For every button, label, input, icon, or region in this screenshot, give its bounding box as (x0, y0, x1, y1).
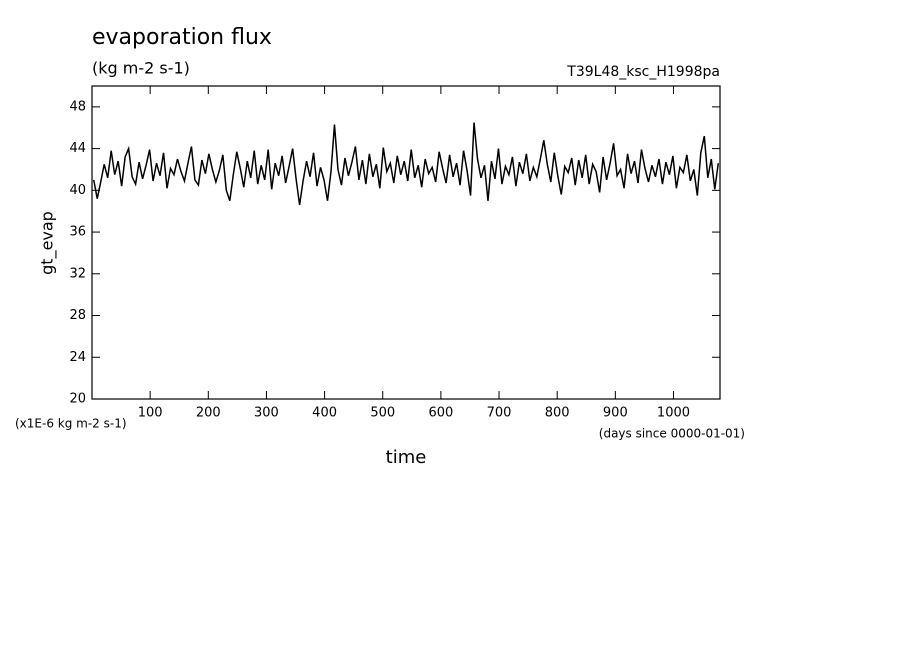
x-tick-label: 900 (603, 406, 628, 421)
x-tick-label: 400 (312, 406, 337, 421)
x-tick-label: 500 (370, 406, 395, 421)
x-tick-label: 100 (138, 406, 163, 421)
y-tick-label: 24 (69, 350, 86, 365)
y-tick-label: 28 (69, 308, 86, 323)
plot-frame (91, 85, 721, 400)
x-tick-label: 1000 (657, 406, 690, 421)
x-unit-note: (days since 0000-01-01) (599, 427, 745, 441)
y-tick-label: 20 (69, 392, 86, 407)
x-tick-label: 700 (487, 406, 512, 421)
y-tick-label: 32 (69, 266, 86, 281)
x-tick-label: 800 (545, 406, 570, 421)
chart-title: evaporation flux (92, 25, 272, 50)
y-unit-note: (x1E-6 kg m-2 s-1) (15, 417, 127, 431)
y-tick-label: 40 (69, 183, 86, 198)
y-axis-label: gt_evap (38, 211, 58, 275)
y-tick-label: 36 (69, 225, 86, 240)
x-tick-label: 300 (254, 406, 279, 421)
y-tick-label: 48 (69, 99, 86, 114)
x-tick-label: 600 (428, 406, 453, 421)
x-tick-label: 200 (196, 406, 221, 421)
y-tick-label: 44 (69, 141, 86, 156)
chart-subtitle: (kg m-2 s-1) (92, 59, 190, 78)
data-line (93, 122, 720, 206)
run-label: T39L48_ksc_H1998pa (566, 64, 720, 80)
x-axis-label: time (386, 447, 427, 468)
